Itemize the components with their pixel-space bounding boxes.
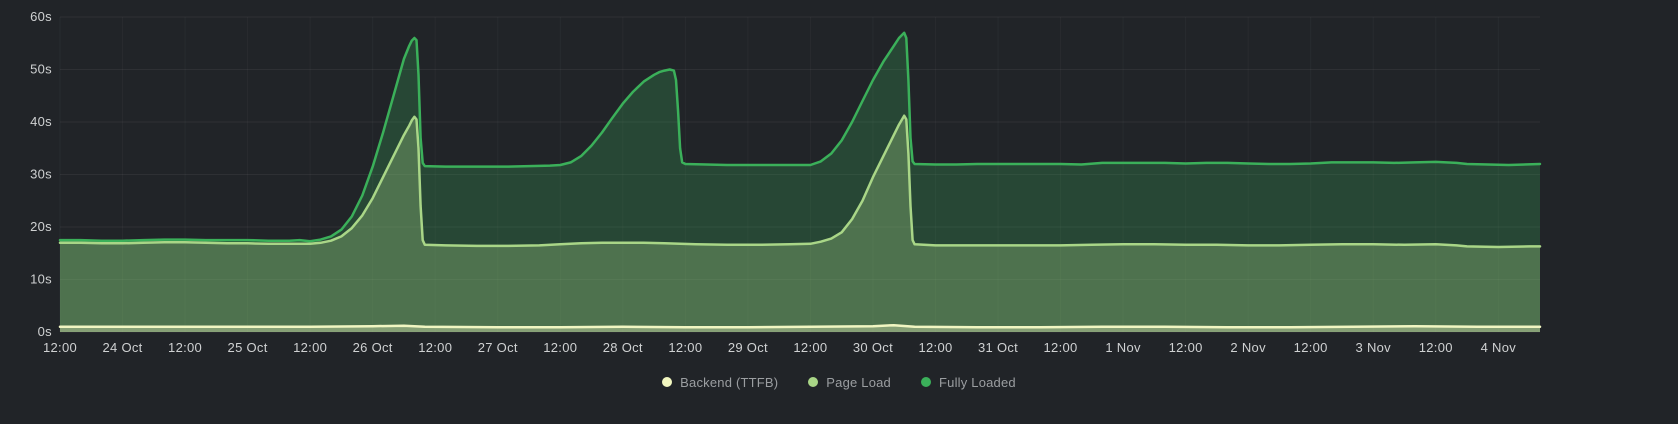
x-axis-tick-label: 12:00 — [793, 340, 827, 355]
series-line-backend-ttfb — [58, 323, 1542, 329]
x-axis-tick-label: 26 Oct — [353, 340, 393, 355]
y-axis-tick-label: 10s — [30, 272, 52, 287]
legend-item-backend-ttfb[interactable]: Backend (TTFB) — [662, 375, 778, 390]
legend-dot-backend-ttfb — [662, 377, 673, 387]
x-axis-tick-label: 12:00 — [43, 340, 77, 355]
x-axis-tick-label: 12:00 — [168, 340, 202, 355]
series-line-page-load — [58, 114, 1542, 249]
x-axis-tick-label: 27 Oct — [478, 340, 518, 355]
series-line-fully-loaded — [58, 31, 1542, 243]
y-axis-tick-label: 60s — [30, 9, 52, 24]
timeseries-chart[interactable]: 0s 10s 20s 30s 40s 50s 60s 12:00 24 Oct 12:00 25 O… — [0, 0, 1678, 362]
y-axis-tick-label: 0s — [38, 324, 53, 339]
y-axis-tick-label: 50s — [30, 62, 52, 77]
legend-item-fully-loaded[interactable]: Fully Loaded — [921, 375, 1016, 390]
x-axis-tick-label: 12:00 — [1419, 340, 1453, 355]
x-axis-tick-label: 1 Nov — [1105, 340, 1141, 355]
legend-label: Backend (TTFB) — [680, 374, 779, 390]
legend-dot-page-load — [808, 377, 819, 387]
legend-label: Page Load — [826, 374, 891, 390]
x-axis-tick-label: 29 Oct — [728, 340, 768, 355]
chart-legend: Backend (TTFB) Page Load Fully Loaded — [0, 362, 1678, 402]
series-area-fully-loaded — [60, 32, 1540, 333]
x-axis-tick-label: 12:00 — [1169, 340, 1203, 355]
legend-dot-fully-loaded — [921, 377, 931, 387]
x-axis-tick-label: 12:00 — [1044, 340, 1078, 355]
x-axis-tick-label: 2 Nov — [1230, 340, 1266, 355]
x-axis-tick-label: 12:00 — [668, 340, 702, 355]
x-axis-tick-label: 24 Oct — [102, 340, 142, 355]
y-axis-tick-label: 30s — [30, 167, 52, 182]
x-axis-tick-label: 28 Oct — [603, 340, 643, 355]
x-axis-tick-label: 31 Oct — [978, 340, 1018, 355]
x-axis-tick-label: 12:00 — [293, 340, 327, 355]
chart-area[interactable]: 0s 10s 20s 30s 40s 50s 60s 12:00 24 Oct 12:00 25 O… — [0, 0, 1678, 362]
y-axis-tick-label: 40s — [30, 114, 52, 129]
x-axis-tick-label: 12:00 — [418, 340, 452, 355]
x-axis-tick-label: 4 Nov — [1481, 340, 1517, 355]
x-axis-tick-label: 30 Oct — [853, 340, 893, 355]
x-axis-tick-label: 3 Nov — [1356, 340, 1392, 355]
legend-label: Fully Loaded — [939, 374, 1016, 390]
legend-item-page-load[interactable]: Page Load — [808, 375, 891, 390]
x-axis-tick-label: 12:00 — [918, 340, 952, 355]
x-axis-tick-label: 12:00 — [1294, 340, 1328, 355]
series-area-page-load — [60, 115, 1540, 332]
x-axis-tick-label: 12:00 — [543, 340, 577, 355]
y-axis-tick-label: 20s — [30, 219, 52, 234]
x-axis-tick-label: 25 Oct — [228, 340, 268, 355]
